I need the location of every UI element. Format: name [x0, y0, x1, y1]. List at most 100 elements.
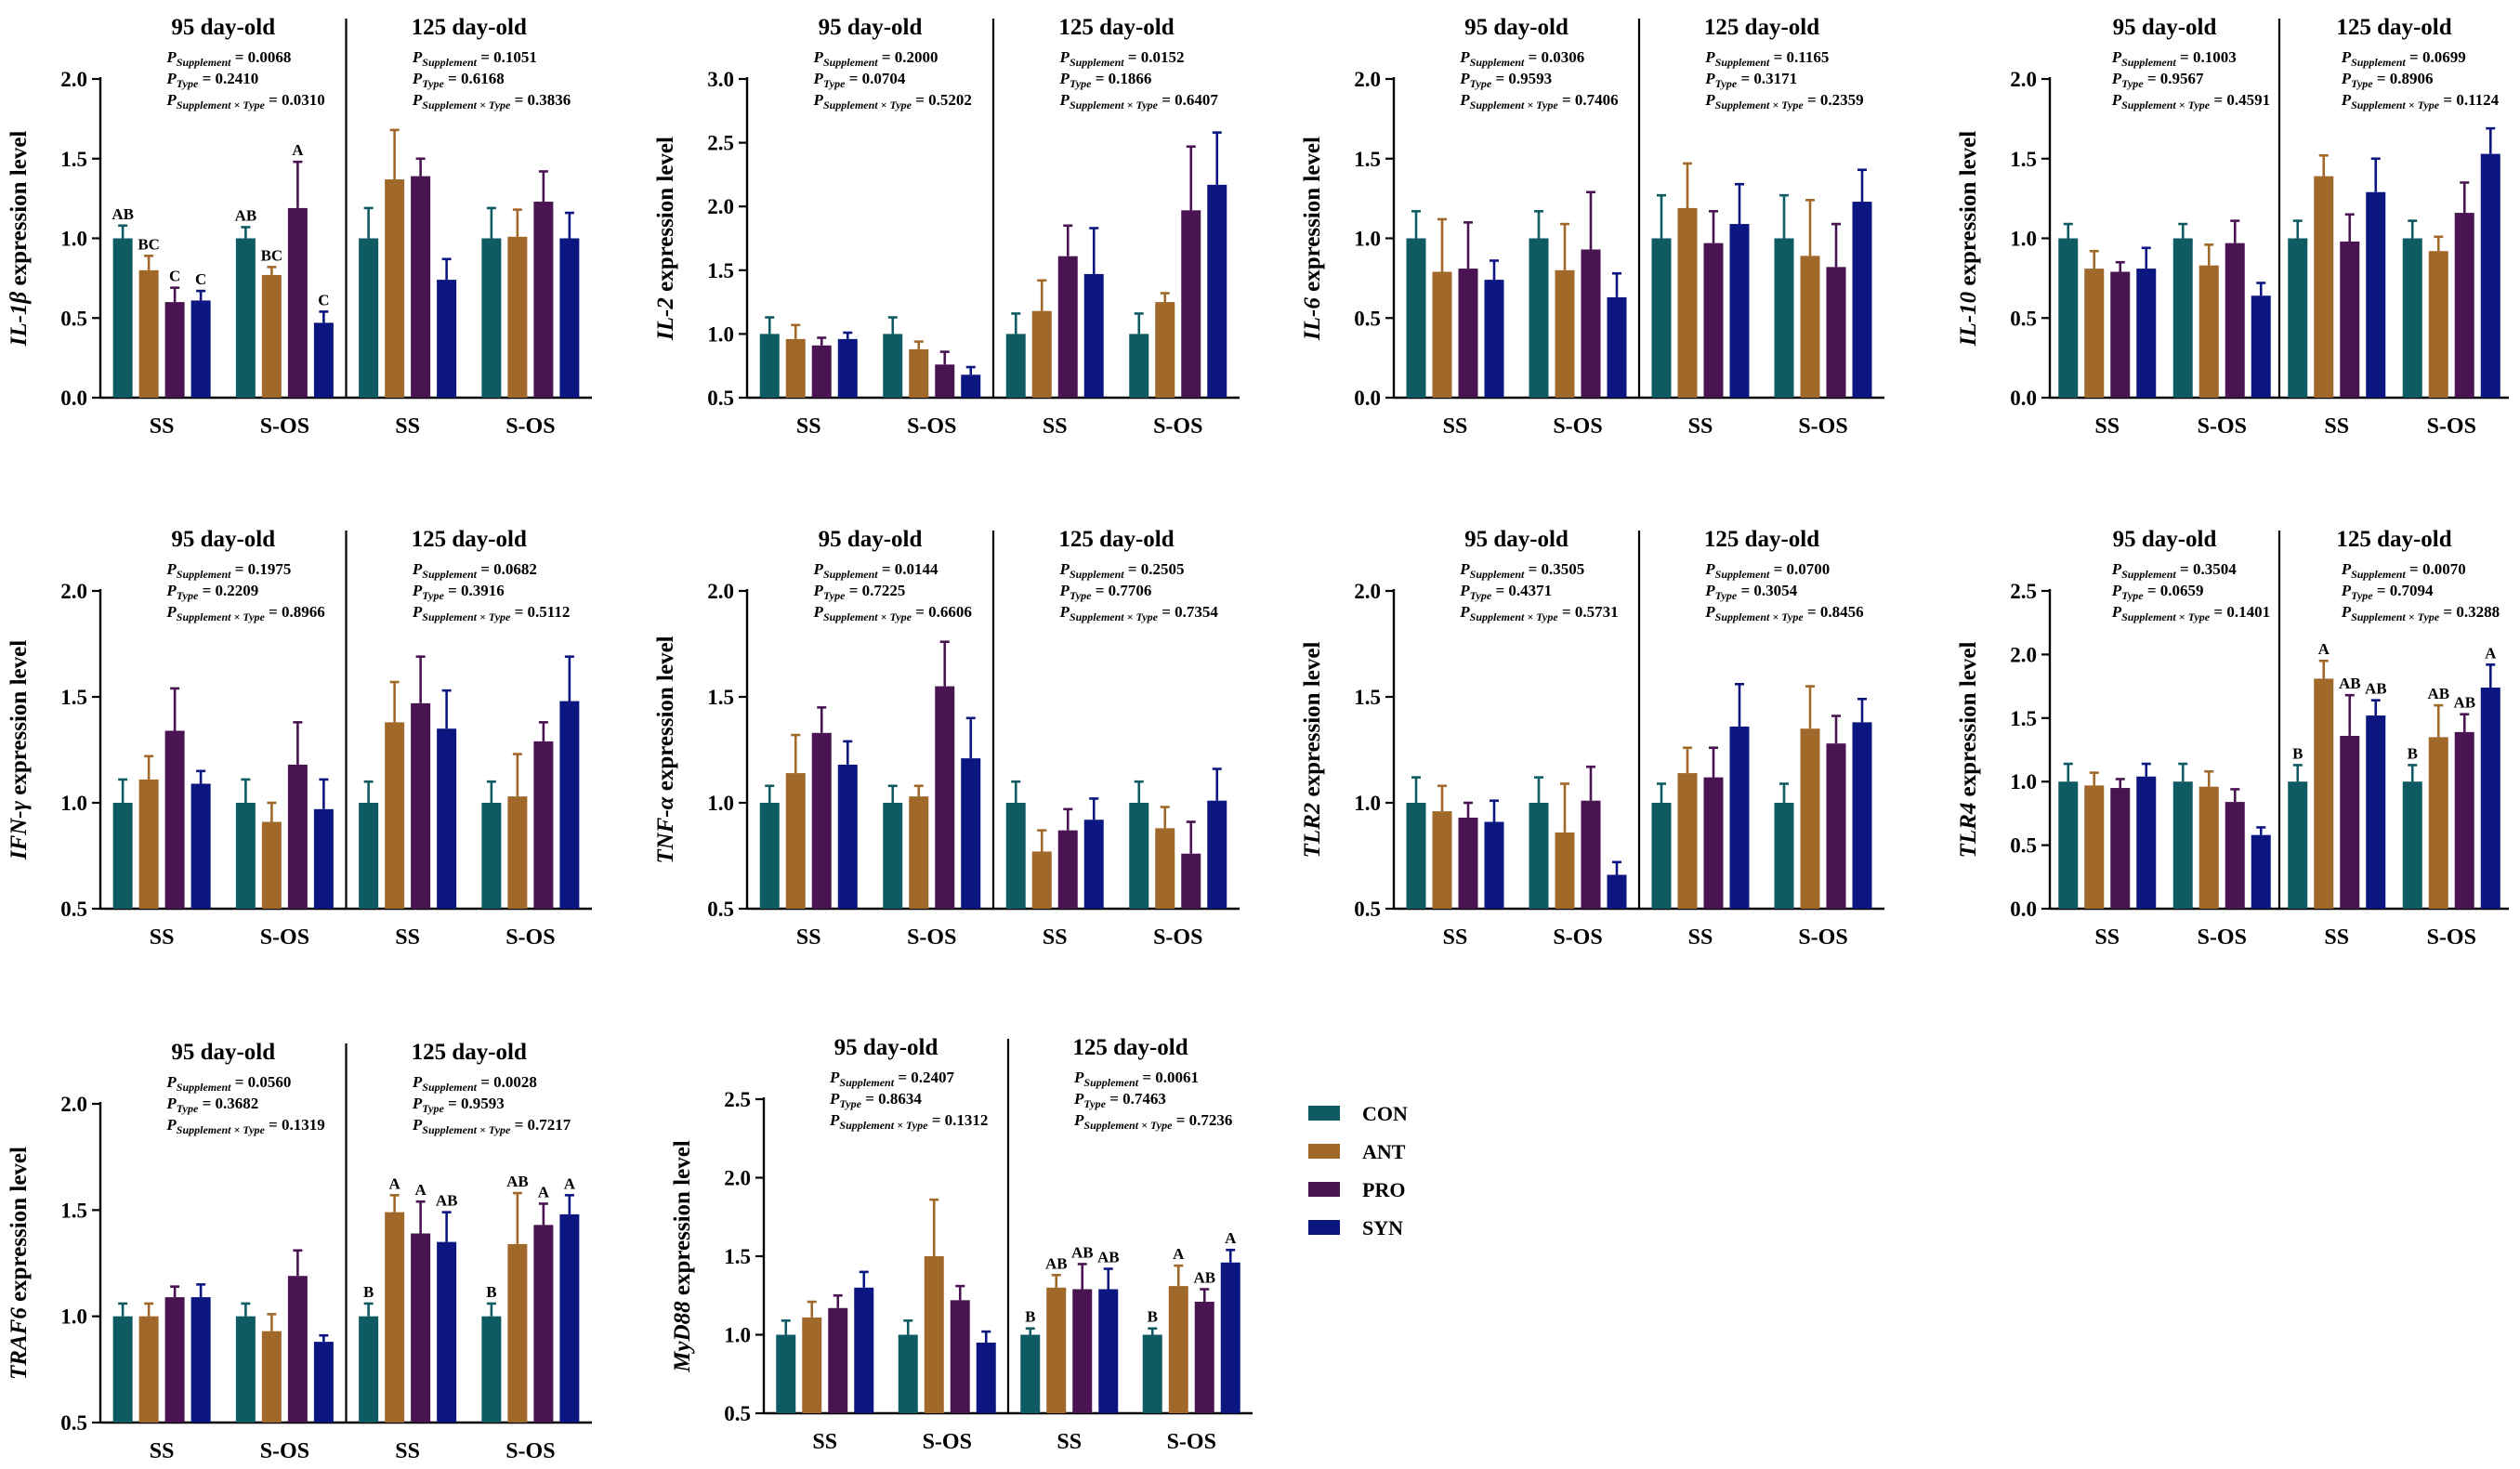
bar-ant: [2198, 786, 2219, 909]
p-value: = 0.0682: [477, 560, 537, 578]
p-subscript: Supplement × Type: [2121, 610, 2211, 623]
p-value: = 0.2209: [198, 582, 258, 599]
p-value: = 0.3171: [1737, 70, 1797, 87]
p-subscript: Type: [2121, 77, 2144, 90]
p-value-text: PType = 0.2410: [165, 70, 258, 90]
y-axis-label: TLR4 expression level: [1956, 642, 1981, 859]
bar-ant: [1800, 728, 1820, 909]
y-tick-label: 1.5: [60, 686, 87, 709]
bar-pro: [1581, 800, 1601, 909]
bar-ant: [2428, 251, 2448, 398]
p-value: = 0.3916: [444, 582, 505, 599]
p-symbol: P: [412, 91, 423, 109]
p-value: = 0.7217: [510, 1116, 571, 1134]
bar-syn: [837, 338, 858, 398]
y-label-suffix: expression level: [1300, 137, 1325, 297]
bar-ant: [507, 796, 528, 909]
category-label: SS: [1688, 925, 1713, 950]
p-value: = 0.2505: [1124, 560, 1185, 578]
bar-pro: [1703, 243, 1724, 398]
p-value-text: PSupplement × Type = 0.0310: [165, 91, 324, 111]
y-tick-label: 1.0: [2010, 770, 2037, 794]
bar-con: [481, 238, 502, 398]
category-label: S-OS: [907, 414, 956, 439]
p-symbol: P: [1059, 603, 1070, 621]
bar-ant: [1046, 1287, 1067, 1413]
bar-pro: [935, 364, 955, 398]
p-value: = 0.1124: [2439, 91, 2499, 109]
p-symbol: P: [813, 48, 824, 66]
p-symbol: P: [165, 582, 177, 599]
p-value-text: PSupplement × Type = 0.1319: [165, 1116, 324, 1136]
p-value-text: PSupplement × Type = 0.7354: [1059, 603, 1219, 623]
gene-name: TLR4: [1956, 803, 1981, 859]
bar-ant: [138, 779, 159, 909]
p-value: = 0.4591: [2210, 91, 2270, 109]
bar-pro: [411, 1233, 431, 1423]
p-subscript: Supplement: [2121, 568, 2176, 581]
bar-con: [883, 803, 903, 909]
bar-con: [1651, 803, 1672, 909]
bar-syn: [313, 808, 334, 909]
bar-ant: [785, 773, 806, 909]
p-value: = 0.7406: [1558, 91, 1619, 109]
bar-pro: [1458, 269, 1478, 398]
bar-syn: [313, 1342, 334, 1423]
bar-con: [1651, 238, 1672, 398]
bar-syn: [437, 1241, 457, 1423]
age-title: 95 day-old: [819, 527, 923, 552]
p-subscript: Type: [177, 77, 199, 90]
p-subscript: Supplement × Type: [823, 98, 912, 111]
p-value: = 0.9593: [1491, 70, 1552, 87]
p-value: = 0.8966: [265, 603, 325, 621]
p-value-text: PSupplement × Type = 0.1312: [829, 1111, 988, 1132]
y-tick-label: 1.0: [1354, 228, 1381, 251]
chart-panel-tlr4: 0.0 0.5 1.0 1.5 2.0 2.5 TLR4 expression level 9…: [1956, 527, 2509, 950]
p-value: = 0.7706: [1091, 582, 1151, 599]
significance-letter: AB: [1045, 1254, 1068, 1272]
bar-con: [481, 803, 502, 909]
bar-syn: [437, 728, 457, 909]
bar-con: [112, 238, 133, 398]
bar-ant: [1432, 811, 1452, 909]
p-subscript: Supplement: [177, 1081, 231, 1094]
p-value: = 0.0070: [2406, 560, 2466, 578]
category-label: SS: [1043, 414, 1068, 439]
p-value: = 0.1051: [477, 48, 537, 66]
category-label: S-OS: [2198, 414, 2247, 439]
p-value-text: PType = 0.6168: [412, 70, 505, 90]
bar-pro: [2454, 213, 2474, 398]
bar-con: [2288, 238, 2308, 398]
p-subscript: Supplement × Type: [177, 98, 266, 111]
bar-ant: [2314, 678, 2334, 909]
bar-con: [112, 803, 133, 909]
bar-pro: [950, 1300, 970, 1413]
category-label: SS: [2324, 925, 2349, 950]
gene-name: TRAF6: [7, 1307, 32, 1380]
legend: CON ANT PRO SYN: [1308, 1102, 1408, 1239]
significance-letter: AB: [2339, 675, 2361, 692]
chart-panel-myd88: 0.5 1.0 1.5 2.0 2.5 MyD88 expression level 95 …: [670, 1035, 1253, 1454]
bar-ant: [507, 236, 528, 398]
bar-pro: [2340, 735, 2360, 909]
category-label: S-OS: [907, 925, 956, 950]
bar-syn: [1607, 874, 1627, 909]
bar-ant: [1168, 1286, 1188, 1413]
age-title: 125 day-old: [412, 15, 527, 40]
p-symbol: P: [2341, 48, 2352, 66]
p-value-text: PSupplement = 0.2000: [813, 48, 938, 69]
bar-con: [776, 1334, 796, 1413]
p-symbol: P: [2341, 70, 2352, 87]
p-value: = 0.3504: [2176, 560, 2237, 578]
p-symbol: P: [412, 582, 423, 599]
bar-con: [2172, 238, 2193, 398]
bar-syn: [2251, 834, 2271, 909]
p-subscript: Supplement × Type: [422, 98, 511, 111]
bar-ant: [1555, 269, 1575, 398]
significance-letter: A: [388, 1174, 400, 1192]
bar-con: [1005, 334, 1026, 398]
p-value-text: PType = 0.8634: [829, 1090, 922, 1110]
legend-label-syn: SYN: [1362, 1216, 1403, 1239]
p-value-text: PSupplement = 0.0070: [2341, 560, 2466, 581]
age-title: 95 day-old: [171, 15, 275, 40]
